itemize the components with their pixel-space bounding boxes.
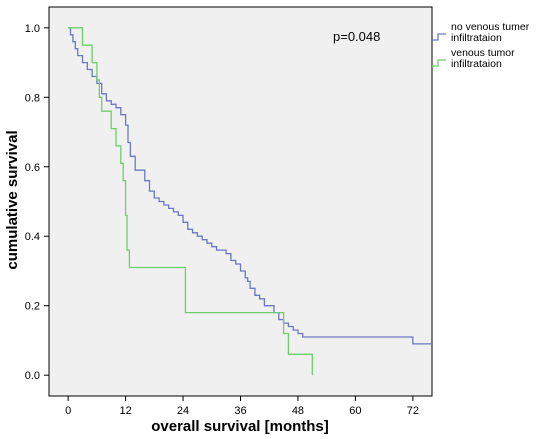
y-tick-label: 0.0 [25, 370, 40, 382]
axis-ticks: 0 12 24 36 48 60 72 0.0 0.2 0.4 0.6 0.8 1.0 [25, 23, 419, 417]
y-tick-label: 1.0 [25, 23, 40, 35]
x-tick-label: 24 [177, 405, 189, 417]
legend-swatch [432, 59, 446, 67]
y-tick-label: 0.2 [25, 301, 40, 313]
legend-label: no venous tumer infiltrataion [451, 21, 530, 44]
x-tick-label: 72 [407, 405, 419, 417]
y-tick-label: 0.4 [25, 231, 40, 243]
y-tick-label: 0.8 [25, 92, 40, 104]
x-axis-label: overall survival [months] [151, 418, 329, 435]
series-line-1 [68, 27, 313, 376]
plot-area [48, 6, 433, 397]
x-tick-label: 60 [349, 405, 361, 417]
legend-entry: no venous tumer infiltrataion [432, 21, 530, 44]
legend: no venous tumer infiltrataion venous tumor… [432, 21, 530, 70]
y-tick-label: 0.6 [25, 162, 40, 174]
x-tick-label: 36 [234, 405, 246, 417]
series-layer [68, 27, 432, 376]
legend-label: venous tumor infiltrataion [451, 47, 515, 70]
legend-entry: venous tumor infiltrataion [432, 47, 515, 70]
legend-swatch [432, 33, 446, 41]
p-value-annotation: p=0.048 [333, 29, 380, 44]
y-axis-label: cumulative survival [4, 130, 21, 269]
x-tick-label: 0 [65, 405, 71, 417]
x-tick-label: 48 [292, 405, 304, 417]
x-tick-label: 12 [119, 405, 131, 417]
